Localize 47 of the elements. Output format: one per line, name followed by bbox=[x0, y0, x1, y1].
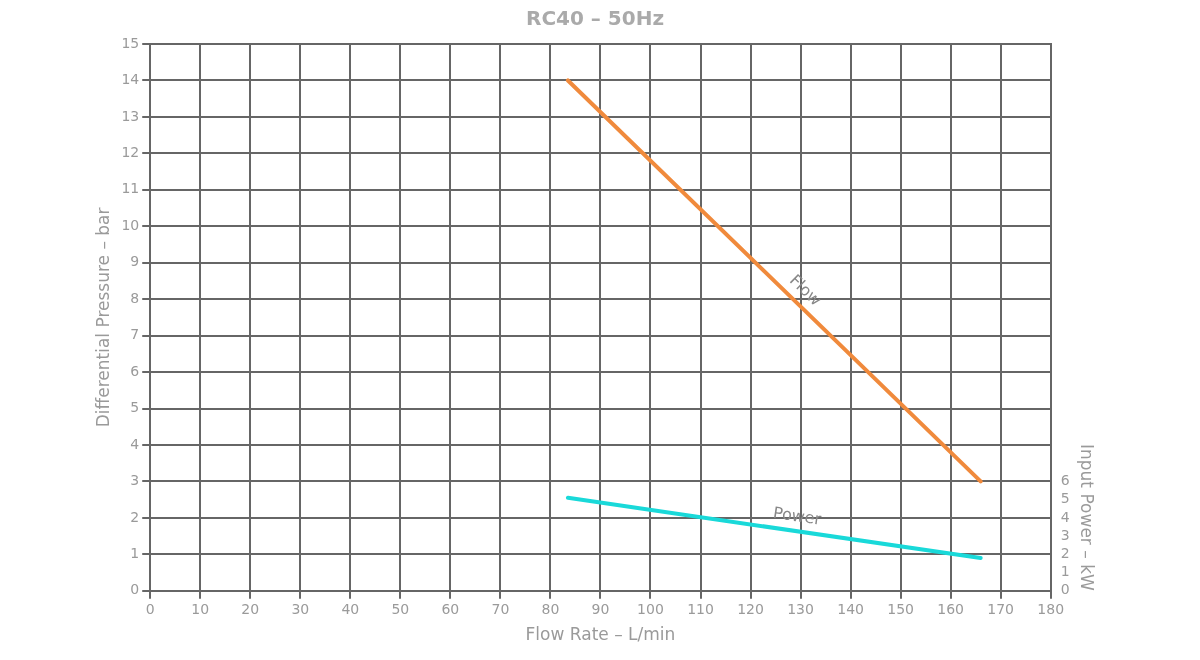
x-tick-label: 40 bbox=[341, 600, 360, 617]
y-tick-label: 4 bbox=[130, 435, 140, 452]
x-tick-label: 90 bbox=[591, 600, 610, 617]
y-axis-title: Differential Pressure – bar bbox=[92, 207, 113, 428]
y-tick-label: 3 bbox=[130, 472, 140, 489]
x-tick-label: 170 bbox=[987, 600, 1015, 617]
y-tick-label: 13 bbox=[121, 107, 140, 124]
y-tick-label: 12 bbox=[121, 144, 140, 160]
y-tick-label: 1 bbox=[130, 544, 140, 561]
x-tick-label: 10 bbox=[191, 600, 210, 617]
y2-tick-label: 3 bbox=[1060, 526, 1070, 543]
x-tick-label: 0 bbox=[145, 600, 155, 617]
x-tick-label: 180 bbox=[1037, 600, 1065, 617]
y-tick-label: 14 bbox=[121, 71, 140, 88]
x-tick-label: 120 bbox=[737, 600, 764, 617]
y-tick-label: 6 bbox=[130, 362, 140, 379]
y2-tick-label: 6 bbox=[1060, 472, 1070, 489]
chart-title: RC40 – 50Hz bbox=[525, 6, 665, 31]
y2-axis-title: Input Power – kW bbox=[1077, 444, 1098, 591]
y-tick-label: 0 bbox=[130, 581, 140, 598]
y2-tick-label: 0 bbox=[1060, 581, 1070, 598]
y-tick-label: 9 bbox=[130, 253, 140, 270]
x-tick-label: 60 bbox=[441, 600, 460, 617]
x-tick-label: 140 bbox=[837, 600, 864, 617]
y-tick-label: 7 bbox=[130, 326, 140, 343]
x-tick-label: 160 bbox=[937, 600, 965, 617]
y-tick-label: 15 bbox=[121, 34, 140, 51]
y2-tick-label: 2 bbox=[1060, 544, 1070, 561]
text: Power bbox=[771, 502, 823, 529]
y2-tick-label: 5 bbox=[1060, 490, 1070, 507]
x-tick-label: 20 bbox=[241, 600, 260, 617]
x-tick-label: 70 bbox=[491, 600, 510, 617]
y2-tick-label: 1 bbox=[1060, 563, 1070, 580]
x-tick-label: 80 bbox=[541, 600, 560, 617]
x-tick-label: 110 bbox=[687, 600, 714, 617]
y-tick-label: 8 bbox=[130, 289, 140, 306]
x-tick-label: 30 bbox=[291, 600, 310, 617]
y2-tick-label: 4 bbox=[1060, 508, 1070, 525]
y-tick-label: 5 bbox=[130, 399, 140, 416]
x-axis-title: Flow Rate – L/min bbox=[525, 624, 676, 645]
y-tick-label: 10 bbox=[121, 216, 140, 233]
y-tick-label: 2 bbox=[130, 508, 140, 525]
x-tick-label: 50 bbox=[391, 600, 410, 617]
x-tick-label: 150 bbox=[887, 600, 914, 617]
x-tick-label: 130 bbox=[787, 600, 814, 617]
y-tick-label: 11 bbox=[121, 180, 140, 197]
x-tick-label: 100 bbox=[637, 600, 664, 617]
